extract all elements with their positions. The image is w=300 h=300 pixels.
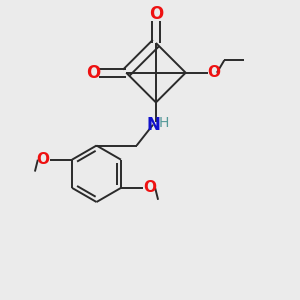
Text: O: O xyxy=(143,180,156,195)
Text: N: N xyxy=(146,116,160,134)
Text: O: O xyxy=(86,64,100,82)
Text: H: H xyxy=(159,116,169,130)
Text: O: O xyxy=(207,65,220,80)
Text: O: O xyxy=(37,152,50,167)
Text: O: O xyxy=(149,5,163,23)
